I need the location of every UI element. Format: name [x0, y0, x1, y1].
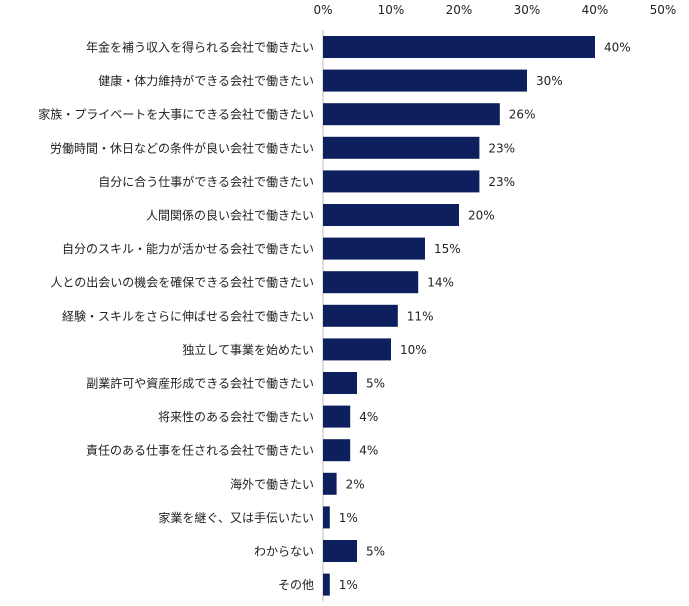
value-label: 23% [488, 175, 515, 189]
bar [323, 372, 357, 394]
value-labels: 40% 30% 26% 23% 23% 20% 15% 14% 11% 10% 5% 4% 4% 2% 1%… [339, 41, 631, 593]
category-label: 将来性のある会社で働きたい [158, 409, 314, 424]
category-label: 自分に合う仕事ができる会社で働きたい [98, 174, 314, 189]
value-label: 1% [339, 511, 358, 525]
x-tick-label: 20% [446, 3, 473, 17]
category-label: 人間関係の良い会社で働きたい [146, 208, 314, 223]
bar [323, 204, 459, 226]
category-label: 自分のスキル・能力が活かせる会社で働きたい [62, 241, 314, 256]
value-label: 1% [339, 578, 358, 592]
value-label: 2% [346, 477, 365, 491]
bar [323, 103, 500, 126]
value-label: 14% [427, 276, 454, 290]
category-labels: 年金を補う収入を得られる会社で働きたい健康・体力維持ができる会社で働きたい家族・… [38, 40, 314, 593]
bar [323, 540, 357, 562]
category-label: 人との出会いの機会を確保できる会社で働きたい [50, 275, 314, 290]
category-label: 年金を補う収入を得られる会社で働きたい [86, 40, 314, 55]
x-tick-label: 40% [582, 3, 609, 17]
bar [323, 36, 595, 58]
bar [323, 439, 351, 462]
category-label: 海外で働きたい [230, 476, 314, 491]
category-label: 健康・体力維持ができる会社で働きたい [98, 73, 314, 88]
value-label: 10% [400, 343, 427, 357]
category-label: 家業を継ぐ、又は手伝いたい [158, 510, 314, 525]
category-label: 独立して事業を始めたい [182, 342, 314, 357]
value-label: 11% [407, 309, 434, 323]
category-label: 家族・プライベートを大事にできる会社で働きたい [38, 107, 314, 122]
value-label: 26% [509, 108, 536, 122]
x-tick-label: 30% [514, 3, 541, 17]
bar [323, 472, 337, 495]
value-label: 4% [359, 444, 378, 458]
value-label: 20% [468, 209, 495, 223]
value-label: 23% [488, 141, 515, 155]
bar [323, 338, 391, 361]
value-label: 5% [366, 545, 385, 559]
category-label: その他 [278, 578, 314, 592]
x-tick-label: 10% [378, 3, 405, 17]
bar [323, 170, 480, 193]
category-label: 経験・スキルをさらに伸ばせる会社で働きたい [62, 308, 314, 323]
bars-group [323, 36, 595, 596]
x-tick-label: 0% [313, 3, 332, 17]
bar [323, 237, 425, 260]
bar [323, 304, 398, 327]
x-axis-ticks: 0% 10% 20% 30% 40% 50% [313, 3, 676, 17]
category-label: 責任のある仕事を任される会社で働きたい [86, 443, 314, 458]
category-label: わからない [254, 545, 314, 559]
value-label: 4% [359, 410, 378, 424]
bar [323, 573, 330, 596]
bar [323, 271, 419, 294]
bar [323, 506, 330, 529]
bar [323, 69, 527, 92]
category-label: 労働時間・休日などの条件が良い会社で働きたい [50, 140, 314, 155]
category-label: 副業許可や資産形成できる会社で働きたい [86, 376, 314, 391]
x-tick-label: 50% [650, 3, 677, 17]
bar [323, 405, 351, 428]
bar [323, 136, 480, 159]
value-label: 40% [604, 41, 631, 55]
value-label: 5% [366, 377, 385, 391]
value-label: 30% [536, 74, 563, 88]
value-label: 15% [434, 242, 461, 256]
